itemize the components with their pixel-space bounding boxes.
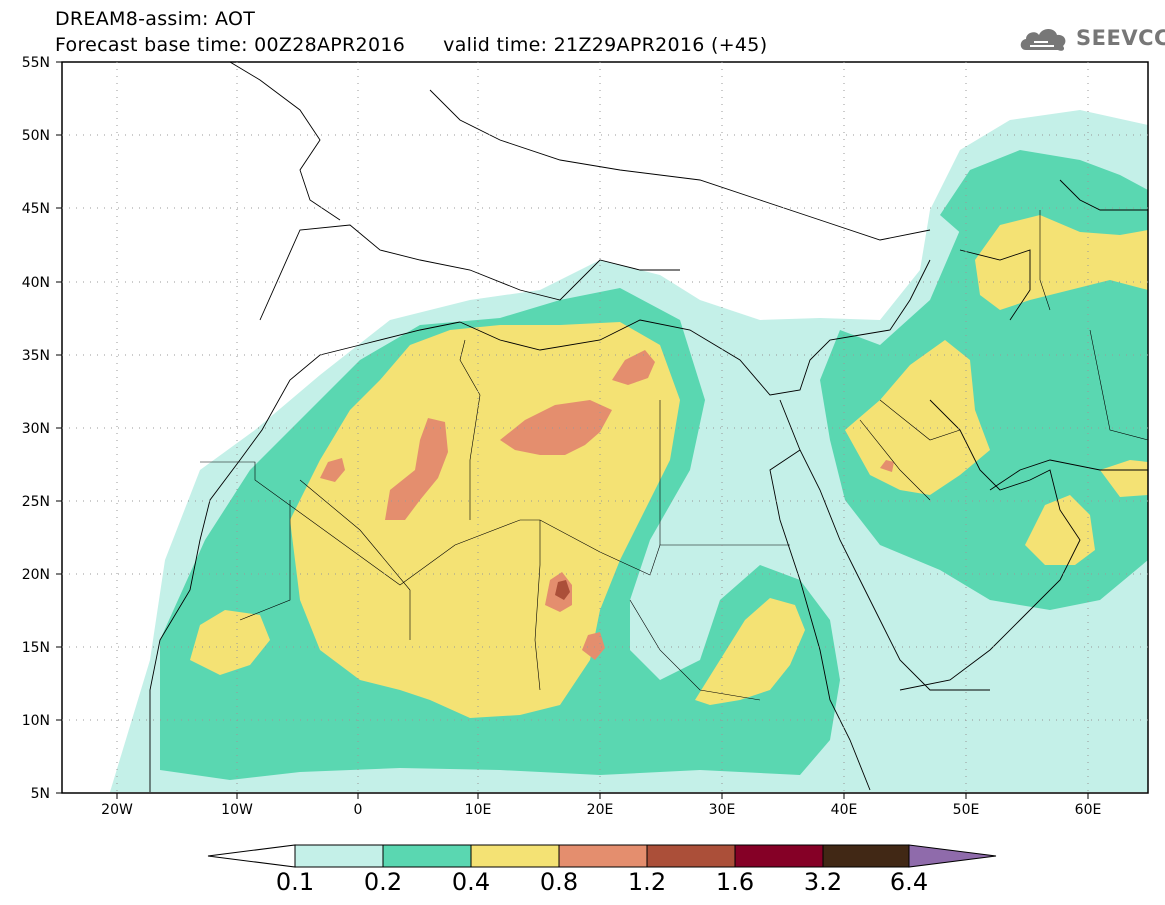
lat-label: 30N xyxy=(22,421,50,437)
colorbar-label: 1.2 xyxy=(627,868,667,896)
lat-label: 5N xyxy=(31,786,50,802)
lat-labels: 55N 50N 45N 40N 35N 30N 25N 20N 15N 10N … xyxy=(22,55,50,802)
lon-label: 30E xyxy=(709,802,736,818)
lat-label: 35N xyxy=(22,348,50,364)
lon-label: 20W xyxy=(101,802,133,818)
aot-1.2-field xyxy=(555,580,570,600)
gridlines xyxy=(62,62,1148,793)
colorbar-swatch xyxy=(294,844,384,868)
colorbar-label: 1.6 xyxy=(715,868,755,896)
colorbar-swatch xyxy=(822,844,910,868)
country-borders xyxy=(200,210,1148,701)
aot-0.8-field-egyptcoast xyxy=(612,350,655,385)
lat-label: 15N xyxy=(22,640,50,656)
colorbar-high-triangle xyxy=(908,844,997,868)
lat-label: 50N xyxy=(22,128,50,144)
coastlines xyxy=(149,62,1148,792)
lon-label: 60E xyxy=(1075,802,1102,818)
colorbar-label: 3.2 xyxy=(803,868,843,896)
cloud-icon xyxy=(1020,29,1066,51)
axis-ticks xyxy=(56,61,1089,799)
logo-text: SEEVCCC xyxy=(1076,26,1165,50)
aot-0.4-field-oman xyxy=(1025,495,1095,565)
colorbar-label: 0.8 xyxy=(539,868,579,896)
lat-label: 45N xyxy=(22,201,50,217)
aot-0.8-field-algeria xyxy=(385,418,448,520)
colorbar xyxy=(207,844,997,868)
aot-0.4-field-westafrica xyxy=(190,610,270,675)
aot-0.4-field-arabia xyxy=(845,340,990,495)
colorbar-swatch xyxy=(558,844,648,868)
lon-labels: 20W 10W 0 10E 20E 30E 40E 50E 60E xyxy=(101,802,1101,818)
aot-0.8-field-chad2 xyxy=(582,632,605,660)
lon-label: 0 xyxy=(354,802,363,818)
lat-label: 55N xyxy=(22,55,50,71)
lon-label: 40E xyxy=(831,802,858,818)
aot-0.8-field-mali xyxy=(320,458,345,482)
colorbar-label: 6.4 xyxy=(889,868,929,896)
lon-label: 50E xyxy=(953,802,980,818)
colorbar-swatch xyxy=(646,844,736,868)
lat-label: 40N xyxy=(22,275,50,291)
lon-label: 10E xyxy=(465,802,492,818)
colorbar-label: 0.2 xyxy=(363,868,403,896)
lat-label: 20N xyxy=(22,567,50,583)
colorbar-low-triangle xyxy=(207,844,296,868)
aot-0.4-field-iran xyxy=(1100,460,1148,497)
colorbar-label: 0.1 xyxy=(275,868,315,896)
lat-label: 25N xyxy=(22,494,50,510)
aot-0.2-field-n xyxy=(940,150,1148,260)
aot-0.4-field-caspian xyxy=(975,215,1148,310)
aot-0.8-field-saudi xyxy=(880,460,894,472)
colorbar-swatch xyxy=(734,844,824,868)
colorbar-swatch xyxy=(470,844,560,868)
lat-label: 10N xyxy=(22,713,50,729)
colorbar-label: 0.4 xyxy=(451,868,491,896)
lon-label: 20E xyxy=(587,802,614,818)
colorbar-swatch xyxy=(382,844,472,868)
aot-fields xyxy=(110,110,1148,792)
seevccc-logo: SEEVCCC xyxy=(1018,24,1165,54)
aot-0.8-field-libya xyxy=(500,400,612,455)
lon-label: 10W xyxy=(221,802,253,818)
map-title: DREAM8-assim: AOT xyxy=(55,8,256,30)
forecast-time-line: Forecast base time: 00Z28APR2016 valid t… xyxy=(55,34,768,56)
